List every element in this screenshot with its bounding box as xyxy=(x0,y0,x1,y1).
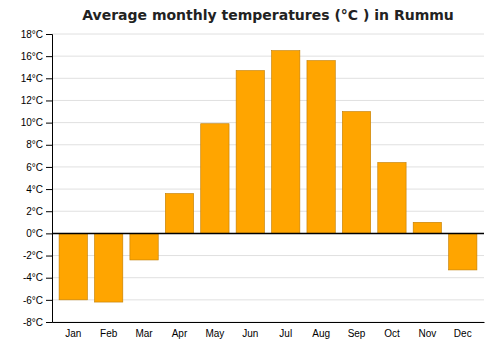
bar xyxy=(342,112,370,234)
y-tick-label: 4°C xyxy=(26,184,43,195)
x-tick: Jan xyxy=(65,328,81,339)
x-tick-label: Jun xyxy=(242,328,258,339)
bar xyxy=(378,162,406,233)
bar xyxy=(165,194,193,234)
bars xyxy=(59,51,477,302)
x-tick-label: Feb xyxy=(100,328,118,339)
bar xyxy=(130,233,158,260)
bar xyxy=(236,71,264,234)
y-axis-line xyxy=(46,35,53,323)
grid-line xyxy=(52,100,484,101)
y-tick: 10°C xyxy=(21,117,52,128)
y-tick-label: 12°C xyxy=(21,95,43,106)
grid-line xyxy=(52,166,484,167)
y-tick: 8°C xyxy=(26,139,52,150)
x-tick: Dec xyxy=(454,328,472,339)
x-tick-label: Dec xyxy=(454,328,472,339)
y-tick-label: -6°C xyxy=(23,295,43,306)
x-axis: Jan Feb Mar Apr May Jun Jul Aug Sep Oct Nov Dec xyxy=(53,323,485,340)
x-axis-line xyxy=(53,322,485,323)
bar xyxy=(94,233,122,302)
grid-line xyxy=(52,56,484,57)
y-tick-label: -2°C xyxy=(23,250,43,261)
grid-line xyxy=(52,122,484,123)
plot: -8°C -6°C -4°C -2°C 0°C 2°C 4°C 6°C 8°C 10°C 12°C 1… xyxy=(21,29,485,339)
grid xyxy=(52,34,484,322)
y-tick: -8°C xyxy=(23,317,52,328)
y-tick-mark xyxy=(46,78,52,79)
y-tick: 4°C xyxy=(26,184,52,195)
x-tick: Apr xyxy=(172,328,188,339)
y-tick: 2°C xyxy=(26,206,52,217)
y-tick-label: 0°C xyxy=(26,228,43,239)
y-tick: 18°C xyxy=(21,29,52,40)
y-tick-mark xyxy=(46,278,52,279)
x-tick: Sep xyxy=(348,328,366,339)
y-tick-mark xyxy=(46,34,52,35)
y-tick-mark xyxy=(46,100,52,101)
grid-line xyxy=(52,78,484,79)
y-tick-mark xyxy=(46,145,52,146)
chart: -8°C -6°C -4°C -2°C 0°C 2°C 4°C 6°C 8°C 10°C 12°C 1… xyxy=(0,0,500,350)
y-tick-label: 2°C xyxy=(26,206,43,217)
x-tick: Nov xyxy=(418,328,436,339)
y-tick-label: 6°C xyxy=(26,162,43,173)
x-tick: Jun xyxy=(242,328,258,339)
x-tick-label: Jul xyxy=(279,328,292,339)
x-tick-label: Apr xyxy=(172,328,188,339)
x-tick: Oct xyxy=(384,328,400,339)
y-tick-mark xyxy=(46,189,52,190)
x-tick-label: Nov xyxy=(418,328,436,339)
x-tick: May xyxy=(205,328,224,339)
y-tick: -4°C xyxy=(23,272,52,283)
x-tick-label: Jan xyxy=(65,328,81,339)
y-tick: -2°C xyxy=(23,250,52,261)
y-tick-label: 14°C xyxy=(21,73,43,84)
bar xyxy=(307,61,335,234)
y-tick: 0°C xyxy=(26,228,52,239)
x-tick-label: Oct xyxy=(384,328,400,339)
x-tick: Aug xyxy=(312,328,330,339)
x-tick-label: May xyxy=(205,328,224,339)
y-tick-mark xyxy=(46,167,52,168)
bar xyxy=(413,222,441,233)
y-tick-label: -8°C xyxy=(23,317,43,328)
y-axis: -8°C -6°C -4°C -2°C 0°C 2°C 4°C 6°C 8°C 10°C 12°C 1… xyxy=(21,29,53,328)
x-tick-label: Mar xyxy=(135,328,153,339)
y-tick-label: 8°C xyxy=(26,139,43,150)
y-tick: 14°C xyxy=(21,73,52,84)
grid-line xyxy=(52,322,484,323)
y-tick-label: 10°C xyxy=(21,117,43,128)
y-tick: 6°C xyxy=(26,162,52,173)
bar xyxy=(59,233,87,299)
x-tick: Jul xyxy=(279,328,292,339)
bar xyxy=(201,124,229,234)
y-tick-mark xyxy=(46,322,52,323)
y-tick-mark xyxy=(46,123,52,124)
y-tick-mark xyxy=(46,56,52,57)
grid-line xyxy=(52,233,484,234)
y-tick-mark xyxy=(46,233,52,234)
bar xyxy=(449,233,477,270)
y-tick-label: 18°C xyxy=(21,29,43,40)
y-tick: 16°C xyxy=(21,51,52,62)
title: Average monthly temperatures (°C ) in Ru… xyxy=(82,7,454,23)
y-tick-label: 16°C xyxy=(21,51,43,62)
y-tick-mark xyxy=(46,211,52,212)
y-tick-label: -4°C xyxy=(23,272,43,283)
grid-line xyxy=(52,189,484,190)
y-tick-mark xyxy=(46,256,52,257)
zero-line xyxy=(52,233,484,235)
x-tick: Mar xyxy=(135,328,153,339)
x-tick-label: Aug xyxy=(312,328,330,339)
x-tick-label: Sep xyxy=(348,328,366,339)
y-tick: -6°C xyxy=(23,295,52,306)
grid-line xyxy=(52,144,484,145)
y-tick: 12°C xyxy=(21,95,52,106)
grid-line xyxy=(52,34,484,35)
grid-line xyxy=(52,211,484,212)
y-tick-mark xyxy=(46,300,52,301)
x-tick: Feb xyxy=(100,328,118,339)
bar xyxy=(272,51,300,234)
